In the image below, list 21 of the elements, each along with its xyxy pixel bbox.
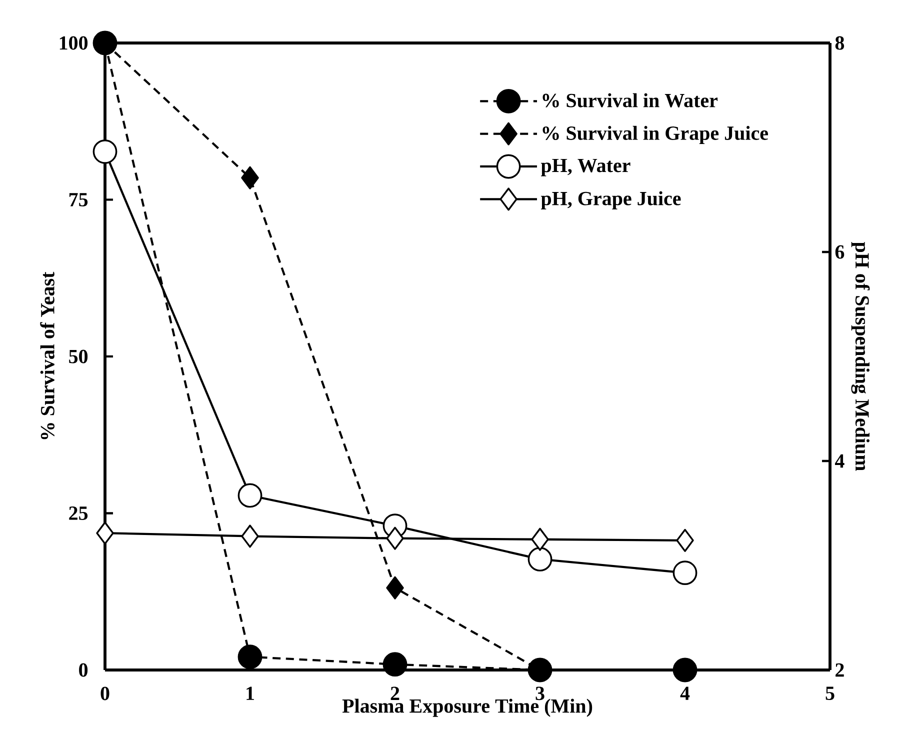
y-axis-title: % Survival of Yeast bbox=[40, 272, 54, 440]
x-tick-label: 0 bbox=[100, 686, 110, 700]
y-tick-label: 50 bbox=[69, 350, 88, 364]
x-tick-label: 5 bbox=[826, 686, 834, 700]
y-tick-label: 25 bbox=[69, 506, 88, 520]
x-tick-label: 3 bbox=[536, 686, 544, 700]
legend-label: % Survival in Water bbox=[542, 93, 718, 108]
y2-tick-label: 2 bbox=[836, 663, 844, 677]
x-tick-label: 2 bbox=[390, 686, 400, 700]
x-tick-label: 4 bbox=[680, 686, 690, 700]
legend-label: pH, Grape Juice bbox=[540, 191, 681, 210]
y2-tick-label: 8 bbox=[835, 36, 844, 50]
y-tick-label: 100 bbox=[60, 36, 88, 50]
y2-tick-label: 4 bbox=[834, 454, 844, 468]
legend-label: pH, Water bbox=[540, 158, 630, 176]
y-tick-label: 75 bbox=[69, 193, 88, 206]
legend-label: % Survival in Grape Juice bbox=[542, 126, 768, 144]
x-tick-label: 1 bbox=[246, 686, 254, 700]
y-tick-label: 0 bbox=[79, 663, 88, 677]
y2-axis-title: pH of Suspending Medium bbox=[851, 242, 870, 471]
y2-tick-label: 6 bbox=[835, 245, 844, 259]
